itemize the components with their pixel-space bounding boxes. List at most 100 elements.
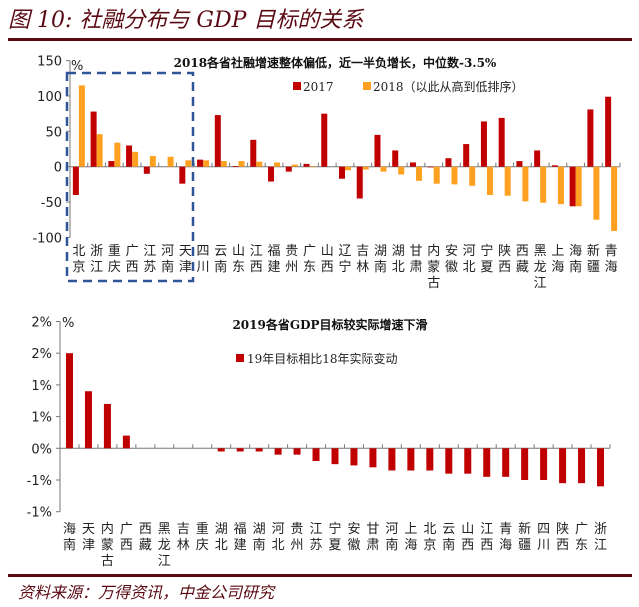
bar-河北-2017 xyxy=(463,144,470,167)
x-tick-label: 江西 xyxy=(250,244,263,275)
bar-湖北-2018（以此从高到低排序） xyxy=(398,166,405,175)
bar-四川-19年目标相比18年实际变动 xyxy=(540,448,548,480)
x-tick-label: 福建 xyxy=(234,522,247,553)
bar-河北-2018（以此从高到低排序） xyxy=(469,166,476,186)
bar-福建-2017 xyxy=(268,166,275,182)
x-tick-label: 海南 xyxy=(63,522,76,553)
x-tick-label: 浙江 xyxy=(594,522,607,553)
x-tick-label: 贵州 xyxy=(291,522,304,553)
bar-山西-2017 xyxy=(321,113,328,167)
x-tick-label: 黑龙江 xyxy=(158,522,171,569)
bar-江西-2017 xyxy=(250,139,257,167)
bar-新疆-2017 xyxy=(587,109,594,167)
x-tick-label: 四川 xyxy=(197,244,210,275)
bar-辽宁-2017 xyxy=(339,166,345,179)
bar-黑龙江-2018（以此从高到低排序） xyxy=(540,166,547,203)
bar-上海-2018（以此从高到低排序） xyxy=(557,166,564,205)
bar-甘肃-2017 xyxy=(409,162,416,167)
bar-湖南-2018（以此从高到低排序） xyxy=(380,166,387,172)
bar-新疆-2018（以此从高到低排序） xyxy=(593,166,600,220)
bar-吉林-2017 xyxy=(356,166,363,199)
x-tick-label: 新疆 xyxy=(587,243,600,275)
x-tick-label: 青海 xyxy=(499,522,512,553)
chart1-ylabel: % xyxy=(71,59,83,74)
x-tick-label: 安徽 xyxy=(445,244,458,275)
source-note: 资料来源：万得资讯，中金公司研究 xyxy=(18,583,275,602)
x-tick-label: 上海 xyxy=(551,244,564,275)
x-tick-label: 内蒙古 xyxy=(101,521,114,569)
legend-label-gdp: 19年目标相比18年实际变动 xyxy=(247,351,398,366)
bar-湖北-2017 xyxy=(392,150,399,167)
x-tick-label: 河北 xyxy=(272,522,285,553)
y-tick-label: 100 xyxy=(37,90,62,105)
x-tick-label: 云南 xyxy=(442,522,455,553)
bar-云南-19年目标相比18年实际变动 xyxy=(445,448,453,474)
x-tick-label: 陕西 xyxy=(556,522,569,553)
x-tick-label: 北京 xyxy=(423,522,436,553)
legend-label-2017: 2017 xyxy=(303,80,334,94)
chart2-title: 2019各省GDP目标较实际增速下滑 xyxy=(232,317,427,332)
x-tick-label: 西藏 xyxy=(139,522,152,553)
bar-吉林-2018（以此从高到低排序） xyxy=(362,166,369,170)
x-tick-label: 甘肃 xyxy=(409,244,422,275)
bar-浙江-19年目标相比18年实际变动 xyxy=(597,448,605,487)
bar-天津-2017 xyxy=(179,166,186,184)
x-tick-label: 山西 xyxy=(321,244,334,275)
bar-安徽-19年目标相比18年实际变动 xyxy=(350,448,358,466)
x-tick-label: 湖南 xyxy=(253,522,266,553)
y-tick-label: 2% xyxy=(31,347,52,362)
bar-江苏-2017 xyxy=(143,166,150,174)
x-tick-label: 北京 xyxy=(72,244,85,275)
x-tick-label: 内蒙古 xyxy=(427,243,440,291)
bar-安徽-2017 xyxy=(445,158,452,167)
chart1-title: 2018各省社融增速整体偏低，近一半负增长，中位数-3.5% xyxy=(174,55,497,70)
x-tick-label: 山西 xyxy=(461,522,474,553)
x-tick-label: 陕西 xyxy=(498,244,511,275)
bar-内蒙古-2018（以此从高到低排序） xyxy=(433,166,440,184)
x-tick-label: 天津 xyxy=(179,244,192,275)
x-tick-label: 云南 xyxy=(214,244,227,275)
bar-广西-19年目标相比18年实际变动 xyxy=(122,435,130,449)
bar-天津-2018（以此从高到低排序） xyxy=(185,160,192,167)
bar-陕西-2018（以此从高到低排序） xyxy=(504,166,511,196)
x-tick-label: 黑龙江 xyxy=(534,244,547,291)
bar-陕西-19年目标相比18年实际变动 xyxy=(559,448,567,484)
bar-青海-19年目标相比18年实际变动 xyxy=(502,448,510,477)
x-tick-label: 青海 xyxy=(605,244,618,275)
x-tick-label: 湖北 xyxy=(392,244,405,275)
bar-宁夏-2017 xyxy=(480,121,487,167)
x-tick-label: 广西 xyxy=(120,522,133,553)
bar-四川-2017 xyxy=(197,159,204,167)
bar-北京-2017 xyxy=(72,166,79,195)
x-tick-label: 浙江 xyxy=(90,244,103,275)
x-tick-label: 江苏 xyxy=(310,522,323,553)
y-tick-label: 2% xyxy=(31,316,52,331)
bar-福建-19年目标相比18年实际变动 xyxy=(236,448,244,452)
x-tick-label: 山东 xyxy=(232,244,245,275)
bar-江苏-2018（以此从高到低排序） xyxy=(149,156,156,167)
bar-安徽-2018（以此从高到低排序） xyxy=(451,166,458,185)
bar-福建-2018（以此从高到低排序） xyxy=(274,162,281,167)
bar-山东-2018（以此从高到低排序） xyxy=(238,161,245,167)
y-tick-label: 1% xyxy=(31,379,52,394)
x-tick-label: 福建 xyxy=(268,244,281,275)
bar-北京-19年目标相比18年实际变动 xyxy=(426,448,434,471)
legend-label-2018: 2018（以此从高到低排序） xyxy=(373,79,524,94)
x-tick-label: 甘肃 xyxy=(366,522,379,553)
x-tick-label: 河北 xyxy=(463,244,476,275)
figure-title: 图 10: 社融分布与 GDP 目标的关系 xyxy=(8,8,364,33)
y-tick-label: -1% xyxy=(27,474,52,489)
bar-海南-2017 xyxy=(569,166,576,207)
y-tick-label: 150 xyxy=(37,55,62,70)
y-tick-label: 0 xyxy=(54,161,62,176)
bar-青海-2018（以此从高到低排序） xyxy=(611,166,618,232)
bar-四川-2018（以此从高到低排序） xyxy=(203,160,210,167)
x-tick-label: 江西 xyxy=(480,522,493,553)
footer-rule xyxy=(8,574,632,577)
x-tick-label: 宁夏 xyxy=(480,243,493,275)
bar-广西-2017 xyxy=(126,145,133,167)
bar-上海-2017 xyxy=(551,165,558,167)
bar-西藏-2017 xyxy=(516,161,523,167)
y-tick-label: -50 xyxy=(41,196,62,211)
x-tick-label: 海南 xyxy=(569,244,582,275)
